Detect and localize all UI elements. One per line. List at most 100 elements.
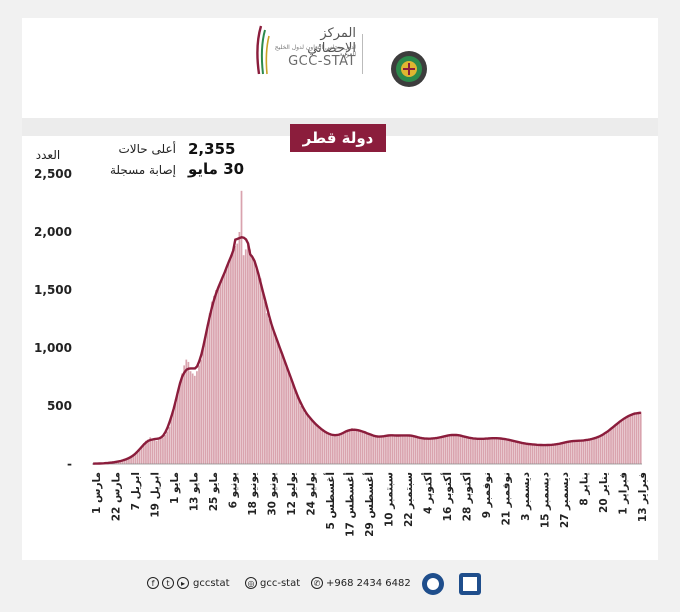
- bar: [385, 435, 387, 464]
- bar: [234, 245, 236, 464]
- bar: [571, 440, 574, 464]
- infographic-card: [22, 18, 658, 592]
- youtube-icon[interactable]: ▸: [177, 577, 189, 589]
- bar: [247, 243, 249, 464]
- bar: [382, 436, 385, 464]
- bar: [631, 414, 634, 464]
- bar: [142, 443, 145, 464]
- bar: [474, 438, 476, 464]
- bar: [429, 438, 432, 464]
- bar: [503, 439, 506, 464]
- bar: [554, 444, 557, 464]
- bar: [408, 435, 411, 464]
- x-tick-label: 22 مارس: [111, 472, 123, 521]
- x-tick-label: 30 يونيو: [267, 472, 279, 516]
- bar: [399, 436, 402, 464]
- bar: [550, 444, 553, 464]
- bar: [353, 429, 355, 464]
- bar: [170, 417, 173, 464]
- bar: [162, 437, 164, 464]
- x-tick-label: 13 فبراير: [637, 472, 649, 522]
- bar: [406, 434, 409, 464]
- y-tick-label: 2,000: [34, 225, 72, 239]
- facebook-icon[interactable]: f: [147, 577, 159, 589]
- bar: [478, 439, 481, 464]
- bar: [140, 446, 143, 464]
- bar: [569, 441, 572, 464]
- bar: [378, 437, 381, 464]
- org-name-ar: المركز الإحصائي: [307, 26, 356, 56]
- twitter-icon[interactable]: t: [162, 577, 174, 589]
- bar: [355, 429, 358, 464]
- bar: [312, 422, 315, 464]
- bar: [482, 438, 485, 464]
- x-tick-label: 9 نوفمبر: [481, 472, 493, 518]
- bar: [438, 437, 440, 464]
- bar: [208, 313, 211, 464]
- gcc-stat-logo-icon: [256, 25, 270, 75]
- bar: [295, 394, 298, 464]
- bar: [546, 445, 549, 464]
- bar: [183, 365, 186, 464]
- bar: [548, 444, 551, 464]
- bar: [537, 444, 540, 464]
- bar: [200, 359, 203, 464]
- bar: [414, 436, 417, 464]
- instagram-icon[interactable]: ◎: [245, 577, 257, 589]
- bar: [389, 435, 392, 464]
- x-tick-label: 25 مايو: [208, 472, 220, 511]
- bar: [595, 437, 597, 464]
- phone-number[interactable]: +968 2434 6482: [326, 578, 411, 589]
- bar: [557, 444, 559, 464]
- x-tick-label: 4 أكتوبر: [421, 472, 435, 514]
- bar: [514, 441, 517, 464]
- bar: [612, 426, 614, 464]
- bar: [469, 438, 472, 464]
- bar: [618, 421, 621, 464]
- bar: [225, 266, 228, 464]
- x-tick-label: 16 أكتوبر: [440, 472, 454, 521]
- bar: [327, 433, 330, 464]
- bar: [436, 437, 438, 464]
- bar: [614, 425, 617, 464]
- bar: [580, 440, 583, 464]
- bar: [491, 437, 493, 464]
- whatsapp-icon[interactable]: ✆: [311, 577, 323, 589]
- instagram-handle[interactable]: gcc-stat: [260, 578, 301, 589]
- bar: [620, 419, 623, 464]
- bar: [176, 392, 179, 464]
- bar: [297, 400, 300, 464]
- x-tick-label: 21 نوفمبر: [501, 472, 513, 526]
- bar: [300, 406, 302, 464]
- bar: [151, 438, 154, 464]
- bar: [376, 437, 379, 464]
- bar: [134, 454, 137, 464]
- bar: [283, 359, 285, 464]
- bar: [484, 438, 487, 464]
- bar: [319, 429, 321, 464]
- bar: [486, 438, 489, 464]
- bar: [336, 436, 338, 464]
- bar: [368, 433, 370, 464]
- bar: [291, 382, 294, 464]
- bar: [527, 444, 530, 464]
- bar: [586, 439, 589, 464]
- x-tick-label: 1 مارس: [91, 472, 103, 514]
- bar: [321, 430, 324, 464]
- x-tick-label: 12 يوليو: [286, 472, 298, 516]
- bar: [463, 436, 466, 464]
- bar: [357, 430, 360, 464]
- bar: [215, 290, 217, 464]
- bar: [136, 452, 139, 464]
- bar: [259, 278, 262, 464]
- bar: [578, 440, 581, 464]
- bar: [331, 436, 334, 464]
- bar: [410, 435, 413, 464]
- bar: [344, 431, 347, 464]
- x-tick-label: 28 أكتوبر: [460, 472, 474, 521]
- social-handle[interactable]: gccstat: [193, 578, 230, 589]
- bar: [191, 373, 194, 464]
- x-tick-label: 1 فبراير: [618, 472, 630, 515]
- bar: [540, 445, 542, 464]
- bar: [196, 371, 198, 464]
